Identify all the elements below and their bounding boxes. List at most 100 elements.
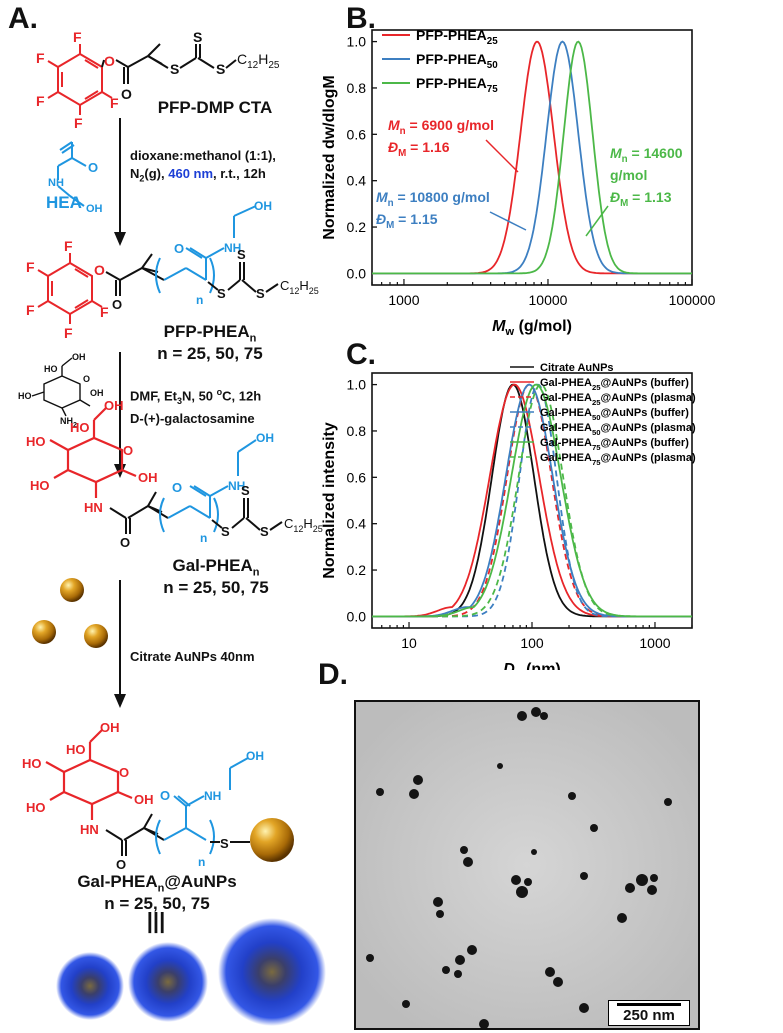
gold-nanoparticle [60,578,84,602]
y-tick-label: 0.6 [347,126,367,142]
x-tick-label: 1000 [388,292,419,308]
galactosamine-structure [31,357,91,417]
atom-ho: HO [44,364,58,374]
atom-nh: NH [224,241,241,255]
galactose-ring-1 [49,407,137,498]
subscript: 25 [313,524,323,534]
series-line-4 [372,383,692,618]
cta-label: PFP-DMP CTA [157,98,273,117]
atom-oh: OH [104,398,124,413]
y-tick-label: 0.4 [347,173,367,189]
pfp-ring-1 [47,44,113,115]
atom-ho: HO [18,391,32,401]
legend-label: Gal-PHEA25@AuNPs (plasma) [540,392,696,407]
atom-ho: HO [30,478,50,493]
atom-f: F [100,304,109,320]
atom-s: S [170,61,179,77]
y-tick-label: 0.2 [347,562,367,578]
atom-ho: HO [26,800,46,815]
atom-s: S [193,29,202,45]
plot-frame [371,29,693,286]
x-tick-label: 100 [520,635,544,651]
equivalence-symbol: ||| [147,908,165,933]
step1-line2: N2(g), 460 nm, r.t., 12h [130,166,266,184]
atom-s: S [237,247,246,262]
atom-h: H [299,278,308,293]
atom-h: H [303,516,312,531]
atom-nh: NH [228,479,245,493]
atom-f: F [26,302,35,318]
svg-text:C12H25: C12H25 [237,51,280,71]
atom-ho: HO [22,756,42,771]
atom-s: S [217,286,226,301]
gal-phea-label: Gal-PHEAn n = 25, 50, 75 [163,556,269,598]
atom-f: F [74,115,83,131]
atom-f: F [36,50,45,66]
chart-b: 0.0 0.2 0.4 0.6 0.8 1.0 1000 10000 100000 Mw (g/m… [321,27,716,338]
atom-nh: NH [204,789,221,803]
x-tick-label: 10 [401,635,417,651]
x-tick-label: 1000 [639,635,670,651]
atom-o: O [174,241,184,256]
atom-oh: OH [90,388,104,398]
svg-text:NH2: NH2 [60,416,77,429]
atom-f: F [64,325,73,341]
x-axis-label: Dh (nm) [503,661,561,670]
atom-f: F [73,29,82,45]
atom-ho: HO [70,420,90,435]
panel-a-letter: A. [8,2,38,35]
atom-oh: OH [100,720,120,735]
series-line-3 [372,40,692,275]
tem-particles [356,702,698,1028]
gold-nanoparticle [84,624,108,648]
panel-d-letter: D. [318,658,348,691]
legend-label: PFP-PHEA25 [416,27,498,47]
annotation-dm-50: ĐM = 1.15 [376,211,438,231]
series-line-6 [372,383,692,618]
atom-s: S [256,286,265,301]
y-tick-label: 0.0 [347,265,367,281]
panel-c-letter: C. [346,338,376,371]
subscript: 12 [289,286,299,296]
atom-o: O [121,86,132,102]
atom-f: F [64,238,73,254]
atom-oh: OH [254,199,272,213]
subscript: 12 [247,60,259,71]
legend-label: Gal-PHEA50@AuNPs (buffer) [540,407,689,422]
y-tick-label: 0.0 [347,608,367,624]
annotation-mn-25: Mn = 6900 g/mol [388,117,494,137]
atom-hn: HN [80,822,99,837]
hea-label: HEA [46,193,82,212]
y-tick-label: 0.8 [347,80,367,96]
legend-label: Gal-PHEA25@AuNPs (buffer) [540,377,689,392]
series-line-1 [372,383,692,618]
atom-oh: OH [138,470,158,485]
arrowhead [114,694,126,708]
x-tick-label: 100000 [669,292,716,308]
gold-nanoparticle-large [250,818,294,862]
atom-s: S [220,836,229,851]
coated-nanoparticle-small [56,952,124,1020]
subscript: 2 [73,422,77,429]
legend-label: Gal-PHEA75@AuNPs (plasma) [540,452,696,467]
atom-oh: OH [72,352,86,362]
x-tick-label: 10000 [529,292,568,308]
subscript: 25 [309,286,319,296]
step2-line1: DMF, Et3N, 50 oC, 12h [130,387,262,406]
atom-o: O [112,297,122,312]
atom-s: S [241,483,250,498]
subscript: 25 [268,60,280,71]
atom-oh: OH [246,749,264,763]
atom-c: C [280,278,289,293]
atom-f: F [36,93,45,109]
atom-oh: OH [134,792,154,807]
pfp-phea-label: PFP-PHEAn n = 25, 50, 75 [157,322,263,364]
legend-label: PFP-PHEA50 [416,51,498,71]
atom-o: O [160,788,170,803]
legend-label: PFP-PHEA75 [416,75,498,95]
subscript: 12 [293,524,303,534]
step1-line1: dioxane:methanol (1:1), [130,148,276,163]
atom-hn: HN [84,500,103,515]
svg-text:C12H25: C12H25 [284,516,323,534]
svg-text:C12H25: C12H25 [280,278,319,296]
